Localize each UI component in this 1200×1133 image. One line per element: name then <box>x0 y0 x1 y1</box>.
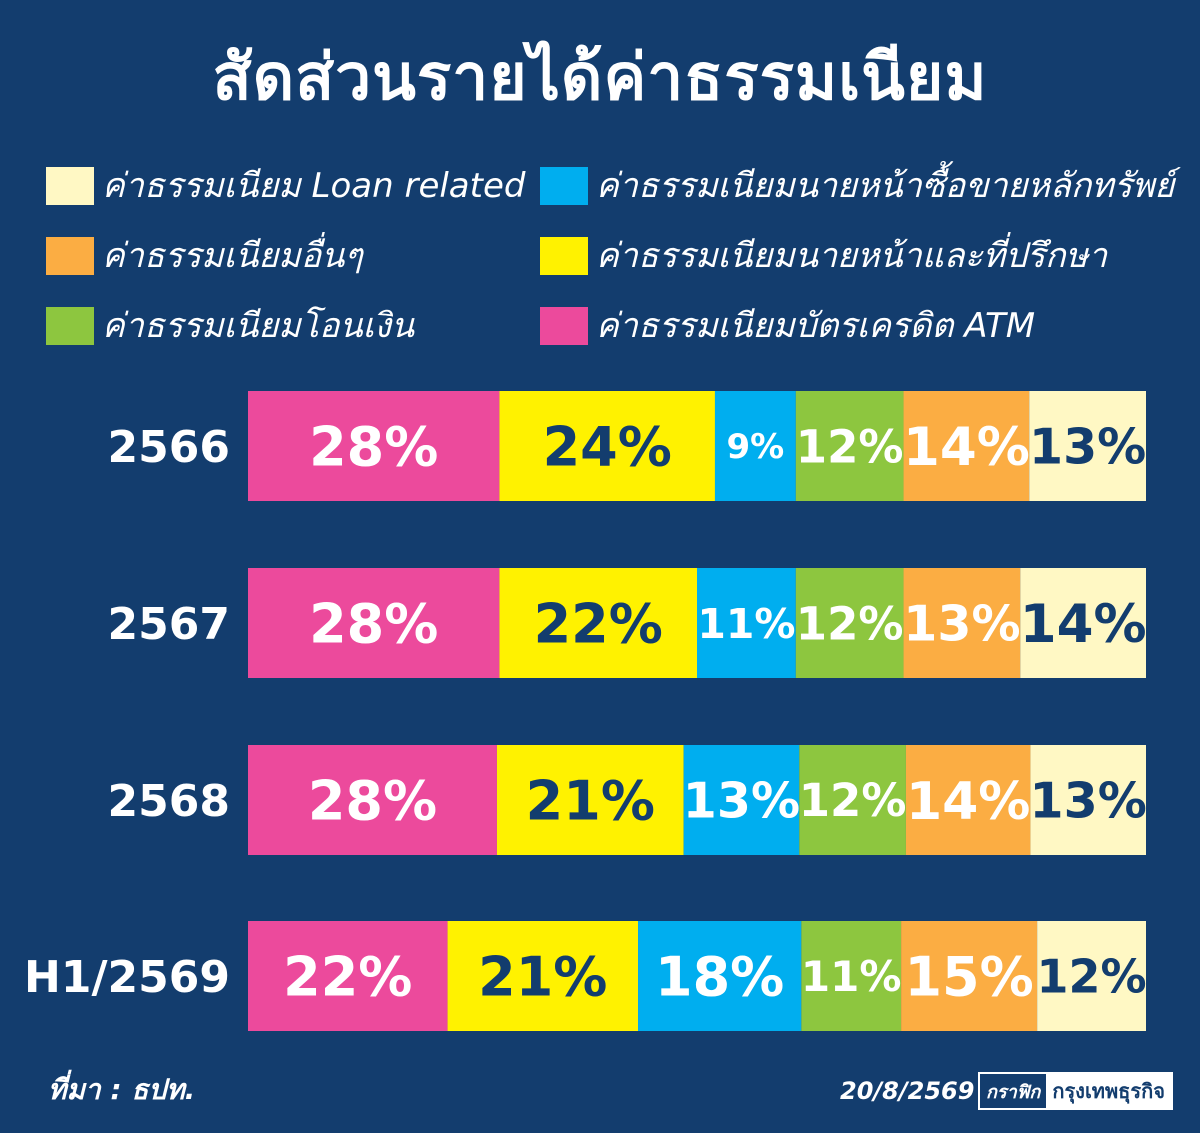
bar-segment <box>1030 745 1146 855</box>
legend-label: ค่าธรรมเนียมนายหน้าและที่ปรึกษา <box>596 236 1108 276</box>
credit-label: กราฟิก <box>986 1081 1041 1103</box>
bar-segment <box>638 921 802 1031</box>
bar-segment <box>903 568 1021 678</box>
data-label: 24% <box>543 415 672 478</box>
legend-swatch <box>540 237 588 275</box>
bar-segment <box>248 921 448 1031</box>
bar-segment <box>499 391 715 501</box>
data-label: 13% <box>683 772 800 829</box>
data-label: 28% <box>308 769 437 832</box>
data-label: 14% <box>903 417 1030 478</box>
bar-segment <box>795 568 904 678</box>
bar-segment <box>714 391 796 501</box>
data-label: 14% <box>1020 594 1147 655</box>
legend-item-advisory: ค่าธรรมเนียมนายหน้าและที่ปรึกษา <box>540 236 1107 276</box>
data-label: 13% <box>1030 772 1147 829</box>
legend-item-loan-related: ค่าธรรมเนียม Loan related <box>46 166 525 206</box>
legend-label: ค่าธรรมเนียมโอนเงิน <box>102 306 415 346</box>
legend-swatch <box>46 307 94 345</box>
data-label: 15% <box>904 945 1033 1008</box>
bar-segment <box>801 921 902 1031</box>
data-label: 14% <box>906 772 1030 832</box>
data-label: 12% <box>796 420 904 473</box>
legend-label: ค่าธรรมเนียมอื่นๆ <box>102 236 363 276</box>
bar-segment <box>447 921 639 1031</box>
legend-label: ค่าธรรมเนียมนายหน้าซื้อขายหลักทรัพย์ <box>596 166 1175 206</box>
data-label: 28% <box>309 592 438 655</box>
data-label: 13% <box>903 596 1020 653</box>
bar-segment <box>795 391 904 501</box>
data-label: 11% <box>697 600 795 648</box>
stacked-bar-chart: 2566 28% 24% 9% 12% 14% 13%2567 28% 22% 11% 12% 13%… <box>24 391 1147 1031</box>
data-label: 28% <box>309 415 438 478</box>
data-label: 9% <box>727 427 785 467</box>
bar-segment <box>1020 568 1146 678</box>
data-label: 11% <box>801 952 902 1001</box>
legend: ค่าธรรมเนียม Loan related ค่าธรรมเนียมนา… <box>0 0 1200 360</box>
bar-segment <box>697 568 796 678</box>
bar-segment <box>1037 921 1146 1031</box>
data-label: 12% <box>1037 949 1147 1003</box>
data-label: 12% <box>796 597 904 650</box>
bar-segment <box>248 568 500 678</box>
category-label: 2568 <box>108 776 230 827</box>
legend-label: ค่าธรรมเนียมบัตรเครดิต ATM <box>596 306 1036 346</box>
data-label: 22% <box>534 592 663 655</box>
category-label: H1/2569 <box>24 952 230 1003</box>
legend-swatch <box>46 237 94 275</box>
publish-date: 20/8/2569 <box>840 1077 975 1105</box>
legend-item-credit-card-atm: ค่าธรรมเนียมบัตรเครดิต ATM <box>540 306 1035 346</box>
category-label: 2566 <box>108 422 230 473</box>
legend-label: ค่าธรรมเนียม Loan related <box>102 166 526 206</box>
data-label: 22% <box>283 945 412 1008</box>
data-label: 13% <box>1029 419 1146 476</box>
bar-segment <box>1029 391 1146 501</box>
data-label: 21% <box>478 945 607 1008</box>
graphic-credit: กราฟิก กรุงเทพธุรกิจ <box>978 1072 1173 1110</box>
bar-segment <box>901 921 1038 1031</box>
category-label: 2567 <box>108 599 230 650</box>
data-label: 18% <box>655 945 784 1008</box>
data-label: 12% <box>799 774 907 827</box>
bar-segment <box>799 745 906 855</box>
legend-item-transfer: ค่าธรรมเนียมโอนเงิน <box>46 306 414 346</box>
legend-swatch <box>540 307 588 345</box>
bar-segment <box>248 745 497 855</box>
legend-item-securities-brokerage: ค่าธรรมเนียมนายหน้าซื้อขายหลักทรัพย์ <box>540 166 1174 206</box>
bar-segment <box>683 745 800 855</box>
bar-segment <box>496 745 684 855</box>
bar-segment <box>903 391 1030 501</box>
source-note: ที่มา : ธปท. <box>48 1073 196 1106</box>
chart-title: สัดส่วนรายได้ค่าธรรมเนียม <box>212 41 988 115</box>
credit-publisher: กรุงเทพธุรกิจ <box>1046 1074 1171 1108</box>
bar-segment <box>248 391 500 501</box>
legend-swatch <box>46 167 94 205</box>
legend-swatch <box>540 167 588 205</box>
bar-segment <box>499 568 697 678</box>
bar-segment <box>905 745 1031 855</box>
legend-item-other-fees: ค่าธรรมเนียมอื่นๆ <box>46 236 363 276</box>
data-label: 21% <box>526 769 655 832</box>
